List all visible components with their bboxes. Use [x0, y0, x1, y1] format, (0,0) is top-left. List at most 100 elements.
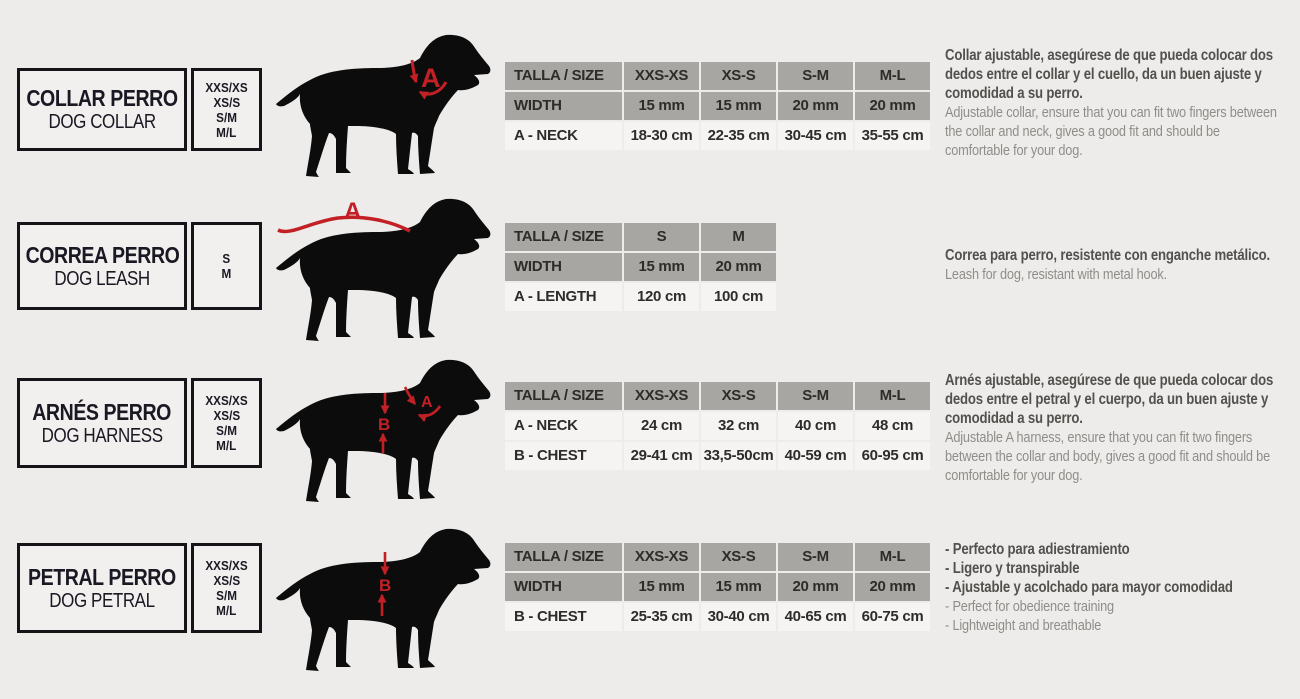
collar-measure-marks	[409, 59, 448, 100]
table-cell: 29-41 cm	[624, 442, 699, 470]
table-cell: 15 mm	[624, 253, 699, 281]
product-title-es: PETRAL PERRO	[28, 563, 176, 590]
measure-label-b: B	[378, 415, 390, 434]
product-title-en: DOG HARNESS	[41, 424, 163, 447]
dog-figure-harness: A B	[276, 359, 491, 502]
size-option: XXS/XS	[205, 558, 248, 573]
size-option: M/L	[216, 603, 237, 618]
product-title-box: ARNÉS PERRO DOG HARNESS	[17, 378, 187, 468]
table-cell: 20 mm	[701, 253, 776, 281]
product-label-box: ARNÉS PERRO DOG HARNESS XXS/XS XS/S S/M M/L	[17, 378, 262, 468]
measure-label-a: A	[344, 198, 361, 225]
table-row-label: WIDTH	[505, 253, 622, 281]
table-header-label: TALLA / SIZE	[505, 62, 622, 90]
measure-arrow	[418, 81, 448, 100]
harness-measure-marks	[378, 386, 442, 453]
product-title-box: COLLAR PERRO DOG COLLAR	[17, 68, 187, 151]
table-cell: 15 mm	[701, 92, 776, 120]
table-row-label: A - NECK	[505, 122, 622, 150]
table-row-label: B - CHEST	[505, 442, 622, 470]
table-header-cell: XXS-XS	[624, 543, 699, 571]
product-title-es: COLLAR PERRO	[26, 85, 178, 111]
measure-arrow	[403, 386, 417, 406]
product-title-es: ARNÉS PERRO	[32, 398, 172, 425]
leash-line	[277, 215, 411, 234]
dog-figure-collar: A	[276, 34, 491, 178]
product-title-box: CORREA PERRO DOG LEASH	[17, 222, 187, 310]
size-option: S/M	[216, 109, 237, 125]
product-row-petral: PETRAL PERRO DOG PETRAL XXS/XS XS/S S/M M/L…	[0, 512, 1300, 699]
product-description: Arnés ajustable, asegúrese de que pueda …	[945, 371, 1287, 485]
dog-figure-petral: B	[276, 528, 491, 671]
table-cell: 30-45 cm	[778, 122, 853, 150]
table-cell: 60-75 cm	[855, 603, 930, 631]
size-option: XXS/XS	[205, 79, 248, 95]
table-header-cell: S-M	[778, 382, 853, 410]
table-cell: 40-65 cm	[778, 603, 853, 631]
table-cell: 120 cm	[624, 283, 699, 311]
product-title-es: CORREA PERRO	[25, 241, 179, 268]
dog-figure-leash: A	[276, 198, 491, 341]
measure-label-a: A	[421, 63, 441, 93]
table-cell: 40-59 cm	[778, 442, 853, 470]
description-en: Adjustable collar, ensure that you can f…	[945, 104, 1277, 159]
table-header-cell: XS-S	[701, 382, 776, 410]
table-header-cell: S-M	[778, 62, 853, 90]
table-header-cell: M-L	[855, 543, 930, 571]
table-header-cell: M-L	[855, 62, 930, 90]
description-es: Arnés ajustable, asegúrese de que pueda …	[945, 372, 1274, 427]
table-cell: 24 cm	[624, 412, 699, 440]
product-sizes-box: XXS/XS XS/S S/M M/L	[191, 68, 262, 151]
table-header-label: TALLA / SIZE	[505, 382, 622, 410]
table-cell: 32 cm	[701, 412, 776, 440]
table-cell: 15 mm	[624, 92, 699, 120]
table-header-cell: XXS-XS	[624, 62, 699, 90]
measure-arrow	[409, 59, 419, 84]
product-label-box: PETRAL PERRO DOG PETRAL XXS/XS XS/S S/M M/L	[17, 543, 262, 633]
table-cell: 60-95 cm	[855, 442, 930, 470]
description-en: Adjustable A harness, ensure that you ca…	[945, 429, 1271, 484]
table-row-label: WIDTH	[505, 92, 622, 120]
product-row-collar: COLLAR PERRO DOG COLLAR XXS/XS XS/S S/M M/L…	[0, 20, 1300, 210]
size-option: S	[222, 251, 231, 266]
size-option: M	[221, 266, 232, 281]
size-table: TALLA / SIZE XXS-XS XS-S S-M M-L A - NECK 24 c…	[505, 382, 930, 470]
size-option: XXS/XS	[205, 393, 248, 408]
table-cell: 25-35 cm	[624, 603, 699, 631]
table-cell: 20 mm	[778, 92, 853, 120]
description-en: Leash for dog, resistant with metal hook…	[945, 266, 1167, 283]
size-option: XS/S	[213, 573, 240, 588]
table-cell: 35-55 cm	[855, 122, 930, 150]
description-en: - Perfect for obedience training - Light…	[945, 598, 1114, 634]
size-option: M/L	[216, 438, 237, 453]
dog-silhouette	[276, 34, 491, 178]
table-header-cell: XS-S	[701, 62, 776, 90]
petral-measure-marks	[377, 552, 390, 616]
table-row-label: B - CHEST	[505, 603, 622, 631]
table-row-label: WIDTH	[505, 573, 622, 601]
table-cell: 40 cm	[778, 412, 853, 440]
measure-arrow	[417, 405, 442, 423]
table-row-label: A - NECK	[505, 412, 622, 440]
size-option: M/L	[216, 124, 237, 140]
product-title-en: DOG PETRAL	[49, 589, 155, 612]
size-table: TALLA / SIZE S M WIDTH 15 mm 20 mm A - LENGTH 1…	[505, 223, 776, 311]
measure-label-a: A	[421, 394, 433, 411]
product-title-box: PETRAL PERRO DOG PETRAL	[17, 543, 187, 633]
table-header-cell: S-M	[778, 543, 853, 571]
measure-label-b: B	[379, 576, 391, 595]
size-option: XS/S	[213, 408, 240, 423]
product-title-en: DOG LEASH	[54, 267, 150, 290]
product-title-en: DOG COLLAR	[48, 111, 156, 133]
size-option: S/M	[216, 423, 237, 438]
table-header-label: TALLA / SIZE	[505, 543, 622, 571]
size-option: XS/S	[213, 94, 240, 110]
table-header-cell: M	[701, 223, 776, 251]
product-label-box: COLLAR PERRO DOG COLLAR XXS/XS XS/S S/M M/L	[17, 68, 262, 151]
product-description: Correa para perro, resistente con enganc…	[945, 246, 1287, 284]
table-cell: 33,5-50cm	[701, 442, 776, 470]
table-cell: 15 mm	[624, 573, 699, 601]
table-cell: 22-35 cm	[701, 122, 776, 150]
